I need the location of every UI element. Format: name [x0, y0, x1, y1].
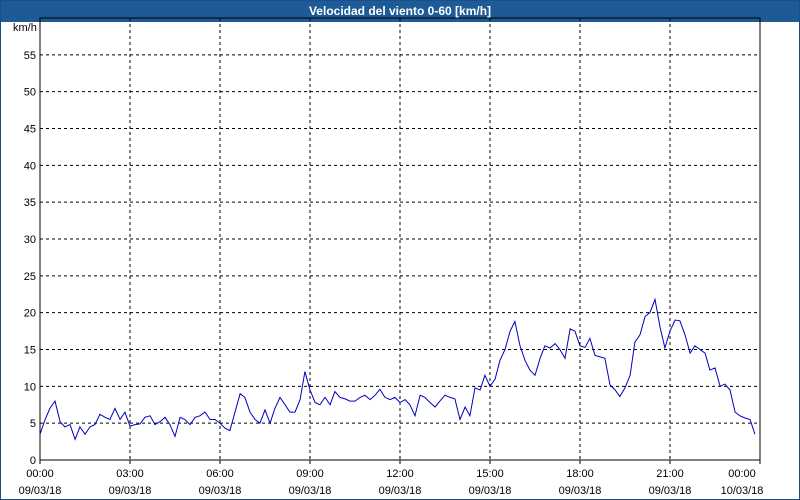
y-tick-label: 5 — [30, 418, 36, 430]
x-tick-date-label: 09/03/18 — [19, 485, 62, 497]
x-tick-date-label: 09/03/18 — [289, 485, 332, 497]
x-tick-time-label: 09:00 — [296, 468, 324, 480]
series-line — [39, 297, 756, 441]
y-tick-label: 25 — [24, 271, 36, 283]
x-tick-date-label: 09/03/18 — [559, 485, 602, 497]
x-tick-date-label: 09/03/18 — [469, 485, 512, 497]
y-tick-label: 0 — [30, 455, 36, 467]
x-tick-date-label: 09/03/18 — [109, 485, 152, 497]
x-tick-time-label: 15:00 — [476, 468, 504, 480]
y-tick-label: 20 — [24, 308, 36, 320]
x-tick-time-label: 06:00 — [206, 468, 234, 480]
x-tick-time-label: 12:00 — [386, 468, 414, 480]
y-tick-label: 50 — [24, 87, 36, 99]
x-tick-date-label: 10/03/18 — [721, 485, 764, 497]
y-tick-label: 10 — [24, 381, 36, 393]
y-tick-label: 35 — [24, 197, 36, 209]
y-tick-label: 55 — [24, 50, 36, 62]
x-axis-ticks: 00:00 09/03/18 03:00 09/03/18 06:00 09/03/18 0… — [19, 460, 764, 497]
x-tick-time-label: 18:00 — [566, 468, 594, 480]
x-tick-date-label: 09/03/18 — [199, 485, 242, 497]
series-group — [39, 297, 756, 441]
x-tick-time-label: 00:00 — [26, 468, 54, 480]
y-axis-label: km/h — [13, 22, 37, 34]
y-tick-label: 45 — [24, 124, 36, 136]
x-tick-date-label: 09/03/18 — [649, 485, 692, 497]
y-tick-label: 30 — [24, 234, 36, 246]
y-tick-label: 40 — [24, 160, 36, 172]
grid-lines — [40, 18, 760, 460]
x-tick-time-label: 00:00 — [728, 468, 756, 480]
x-tick-time-label: 21:00 — [656, 468, 684, 480]
chart-title: Velocidad del viento 0-60 [km/h] — [1, 1, 799, 22]
x-tick-date-label: 09/03/18 — [379, 485, 422, 497]
y-axis-ticks: 0 5 10 15 20 25 30 35 40 45 50 55 — [24, 50, 36, 467]
x-tick-time-label: 03:00 — [116, 468, 144, 480]
y-tick-label: 15 — [24, 345, 36, 357]
